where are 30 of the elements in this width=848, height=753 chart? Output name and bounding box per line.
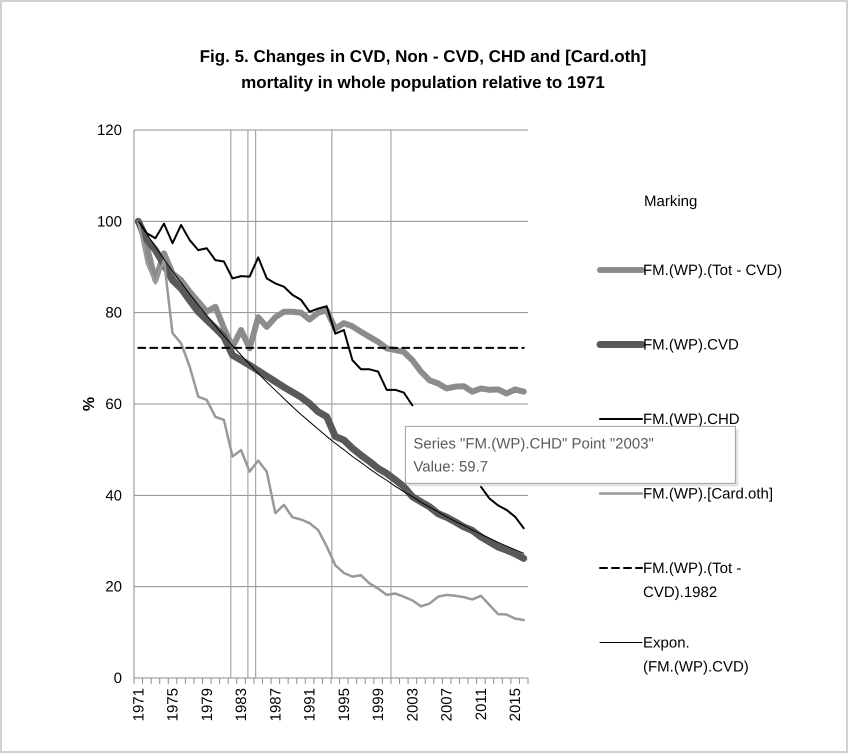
y-tick-label: 20 xyxy=(105,578,122,596)
legend-label: FM.(WP).[Card.oth] xyxy=(643,486,774,502)
y-tick-label: 60 xyxy=(105,396,122,413)
tooltip-box: Series "FM.(WP).CHD" Point "2003" Value: 59.7 xyxy=(404,426,738,486)
y-axis-title: % xyxy=(81,396,98,412)
x-tick-label: 1975 xyxy=(164,688,182,722)
y-tick-label: 40 xyxy=(105,487,122,504)
x-tick-label: 1991 xyxy=(302,688,319,722)
y-tick-label: 80 xyxy=(105,304,122,322)
x-tick-label: 1979 xyxy=(198,688,216,722)
x-tick-label: 2015 xyxy=(507,688,524,722)
y-tick-label: 100 xyxy=(96,213,122,230)
x-tick-label: 1999 xyxy=(370,688,388,722)
legend-label: Expon. (FM.(WP).CVD) xyxy=(643,634,749,676)
chart-title: Fig. 5. Changes in CVD, Non - CVD, CHD and [Card.oth] mortality in whole population relative to 1971 xyxy=(200,47,646,92)
x-tick-label: 2011 xyxy=(472,688,490,720)
x-tick-label: 2003 xyxy=(404,688,422,722)
legend-label: FM.(WP).(Tot - CVD) xyxy=(643,262,782,279)
x-tick-label: 1971 xyxy=(130,688,148,722)
annotation: Series "FM.(WP).CHD" Point "2003" Value: 59.7 xyxy=(413,435,654,476)
y-tick-label: 0 xyxy=(114,670,122,687)
x-tick-label: 1995 xyxy=(336,688,353,722)
legend-label: FM.(WP).CHD xyxy=(643,411,740,428)
legend-title: Marking xyxy=(644,193,698,210)
legend-label: FM.(WP).(Tot - CVD).1982 xyxy=(643,560,742,601)
legend-label: FM.(WP).CVD xyxy=(643,336,739,354)
x-tick-label: 1983 xyxy=(233,688,250,722)
y-tick-label: 120 xyxy=(96,122,122,139)
x-tick-label: 2007 xyxy=(438,688,456,722)
x-tick-label: 1987 xyxy=(267,688,284,722)
